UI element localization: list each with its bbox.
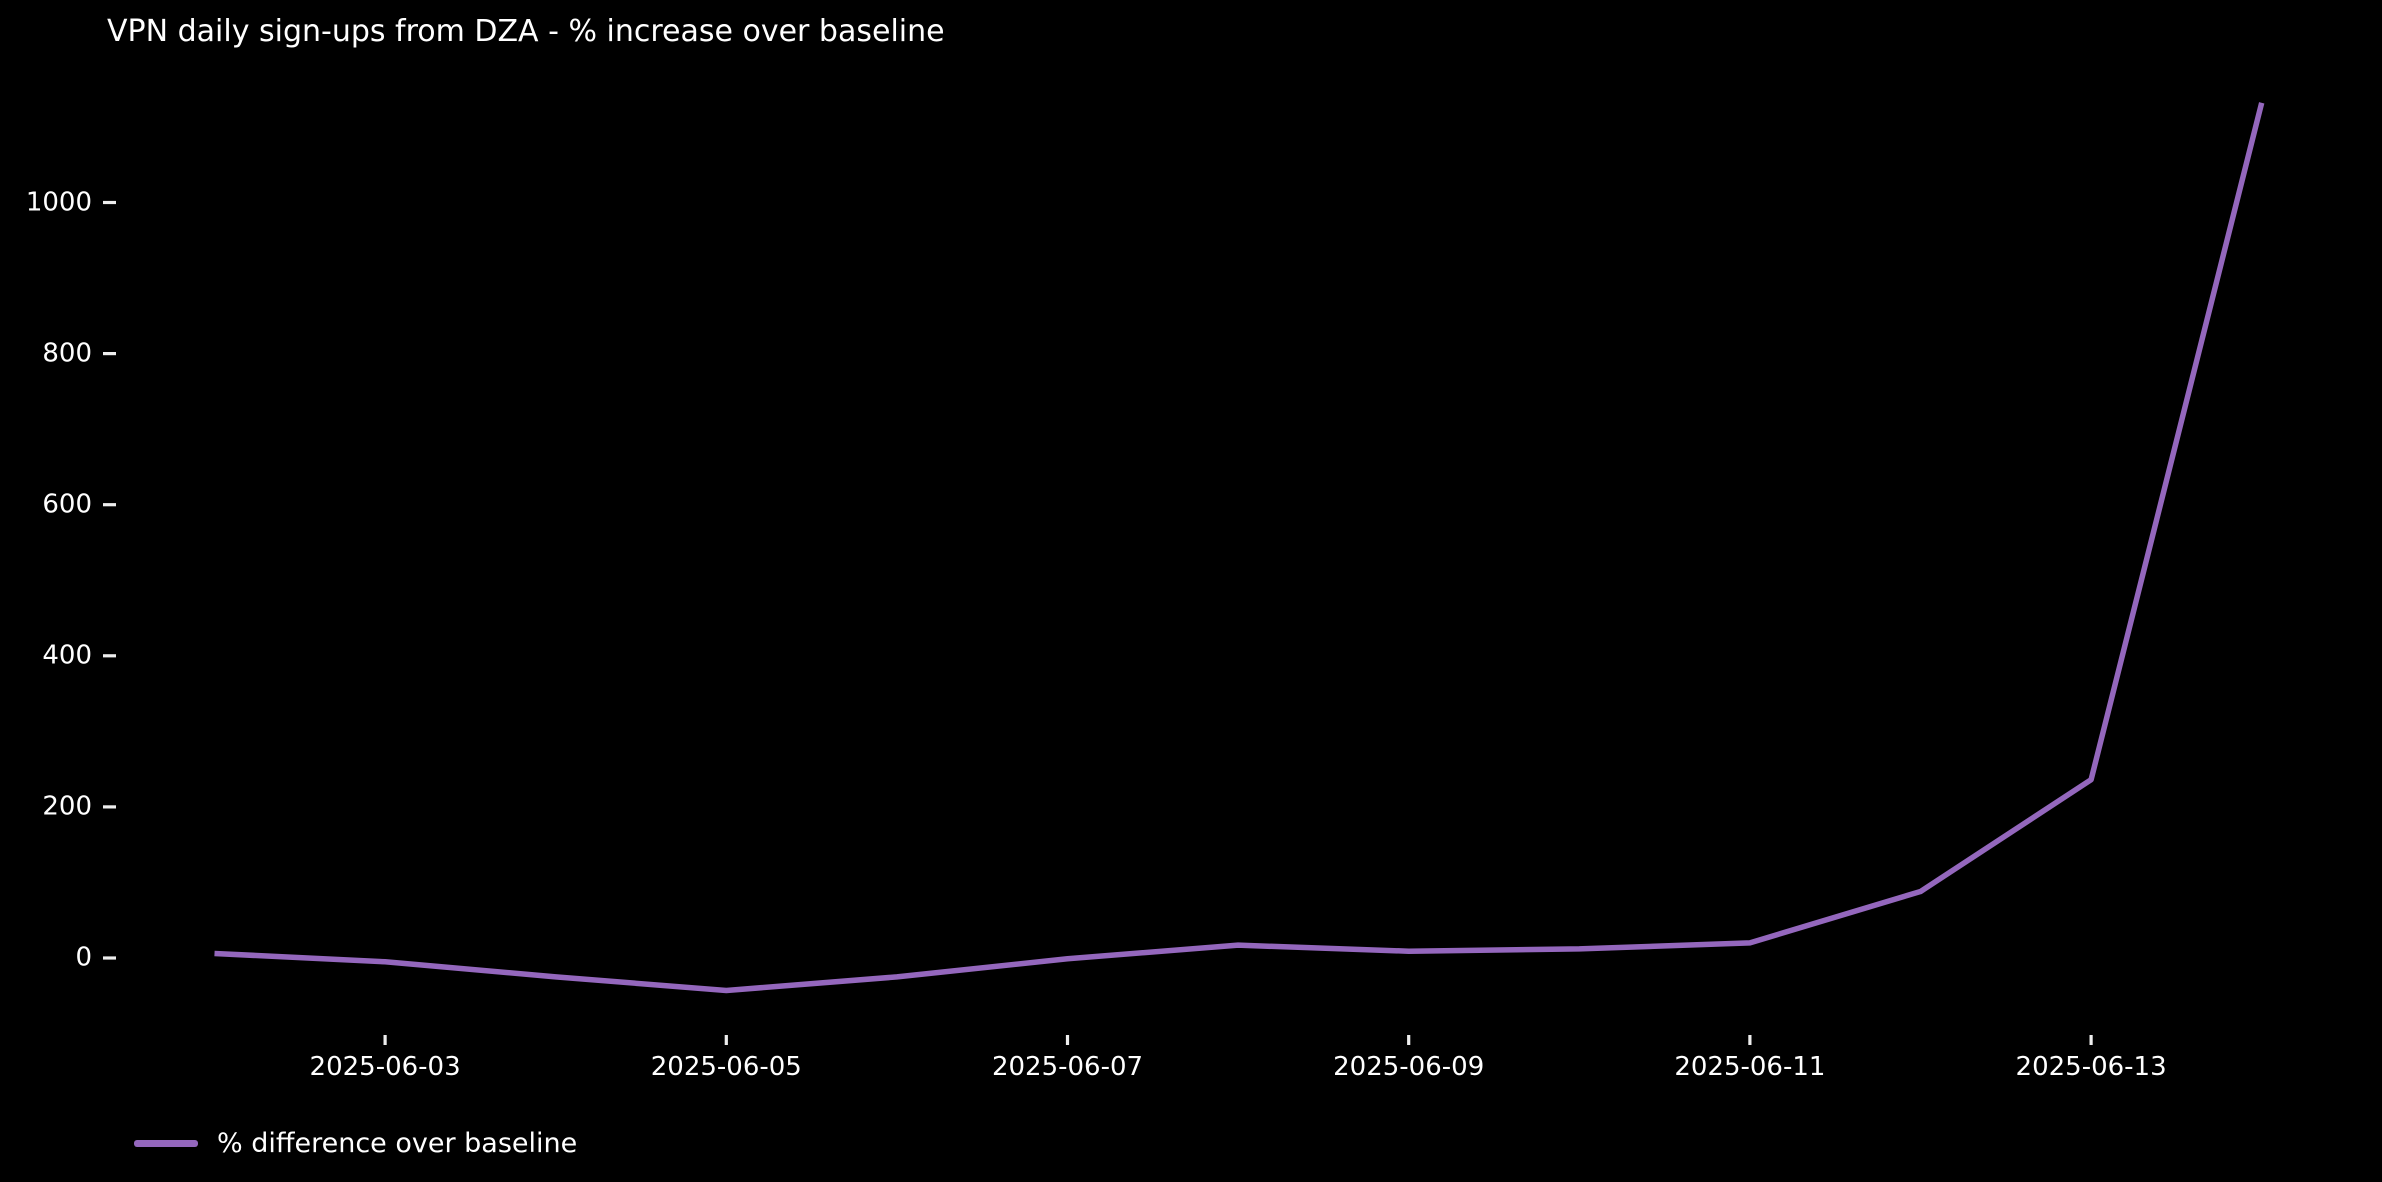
x-tick-label: 2025-06-05 — [650, 1052, 802, 1082]
chart-title: VPN daily sign-ups from DZA - % increase… — [107, 14, 945, 49]
y-tick-label: 1000 — [25, 186, 92, 217]
y-tick-label: 600 — [42, 489, 92, 520]
legend: % difference over baseline — [134, 1126, 577, 1160]
series-line — [214, 102, 2265, 994]
legend-line-swatch-icon — [134, 1139, 198, 1147]
x-tick-label: 2025-06-09 — [1333, 1052, 1485, 1082]
y-tick-label: 0 — [75, 942, 92, 973]
legend-label: % difference over baseline — [217, 1127, 578, 1159]
x-tick-label: 2025-06-07 — [991, 1052, 1144, 1082]
y-tick-label: 800 — [42, 337, 92, 368]
x-tick-label: 2025-06-13 — [2015, 1052, 2167, 1082]
x-tick-label: 2025-06-11 — [1674, 1052, 1826, 1082]
y-tick-label: 200 — [42, 791, 92, 822]
y-tick-label: 400 — [42, 640, 92, 671]
x-tick-label: 2025-06-03 — [309, 1052, 461, 1082]
